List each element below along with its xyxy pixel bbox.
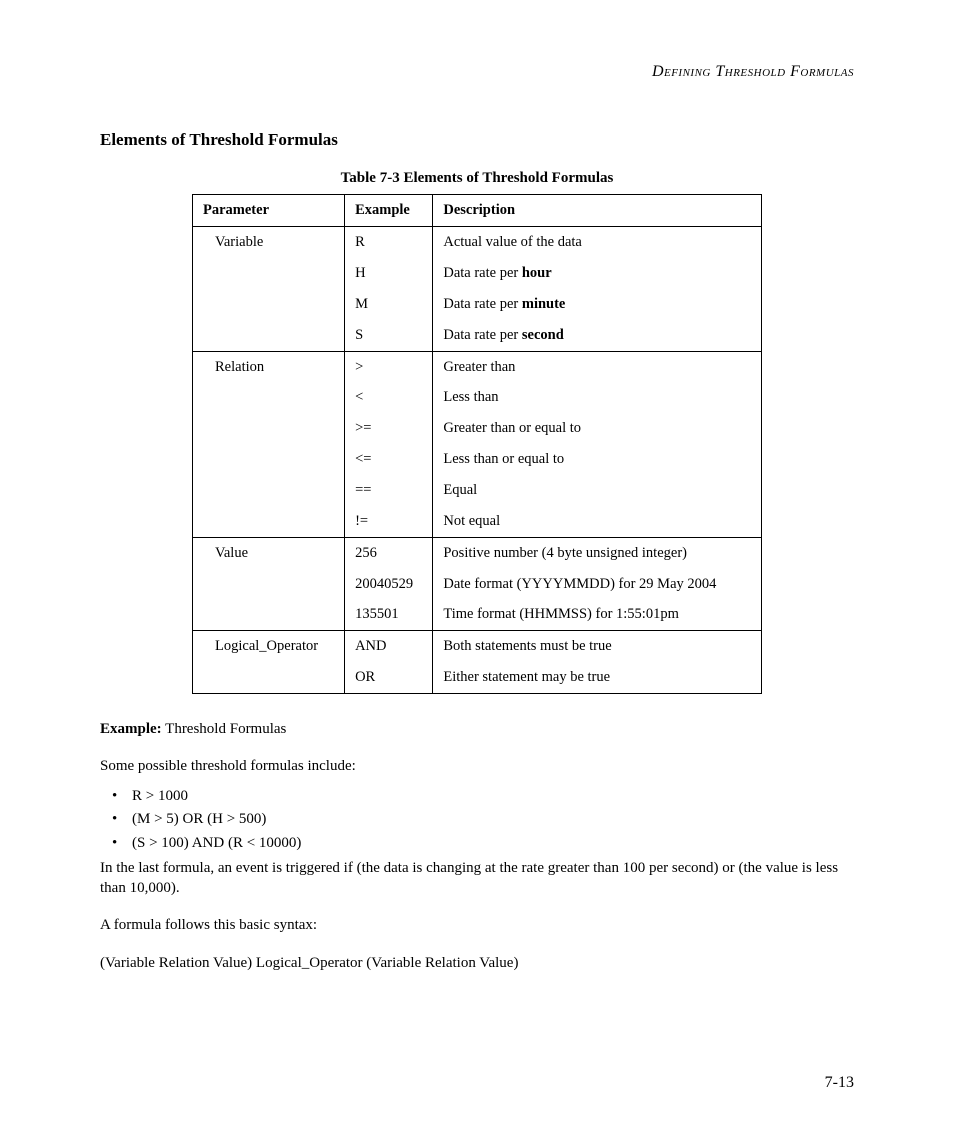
example-cell: ANDOR: [345, 631, 433, 694]
parameter-cell: Value: [193, 537, 345, 631]
running-header: Defining Threshold Formulas: [100, 62, 854, 83]
table-row: Value25620040529135501Positive number (4…: [193, 537, 762, 631]
syntax-line: (Variable Relation Value) Logical_Operat…: [100, 954, 854, 974]
table-header-row: Parameter Example Description: [193, 195, 762, 227]
formulas-intro: Some possible threshold formulas include…: [100, 757, 854, 777]
example-value: >=: [355, 413, 422, 444]
list-item: R > 1000: [132, 785, 854, 809]
syntax-intro: A formula follows this basic syntax:: [100, 916, 854, 936]
example-value: S: [355, 320, 422, 345]
list-item: (S > 100) AND (R < 10000): [132, 832, 854, 856]
formulas-list: R > 1000(M > 5) OR (H > 500)(S > 100) AN…: [100, 785, 854, 856]
description-value: Date format (YYYYMMDD) for 29 May 2004: [443, 569, 751, 600]
col-header-description: Description: [433, 195, 762, 227]
example-cell: RHMS: [345, 227, 433, 351]
description-value: Less than or equal to: [443, 444, 751, 475]
parameter-cell: Relation: [193, 351, 345, 537]
formula-explanation: In the last formula, an event is trigger…: [100, 859, 854, 898]
description-value: Data rate per second: [443, 320, 751, 345]
table-row: Relation><>=<===!=Greater thanLess thanG…: [193, 351, 762, 537]
description-value: Either statement may be true: [443, 662, 751, 687]
description-value: Greater than: [443, 358, 751, 383]
example-value: <=: [355, 444, 422, 475]
description-cell: Positive number (4 byte unsigned integer…: [433, 537, 762, 631]
threshold-elements-table: Parameter Example Description VariableRH…: [192, 194, 762, 694]
description-value: Less than: [443, 382, 751, 413]
example-cell: 25620040529135501: [345, 537, 433, 631]
example-title: Threshold Formulas: [162, 721, 287, 737]
page-number: 7-13: [100, 1073, 854, 1094]
example-value: 20040529: [355, 569, 422, 600]
list-item: (M > 5) OR (H > 500): [132, 808, 854, 832]
example-label: Example:: [100, 721, 162, 737]
description-value: Data rate per minute: [443, 289, 751, 320]
description-value: Data rate per hour: [443, 258, 751, 289]
description-value: Time format (HHMMSS) for 1:55:01pm: [443, 599, 751, 624]
description-value: Equal: [443, 475, 751, 506]
parameter-cell: Logical_Operator: [193, 631, 345, 694]
description-value: Greater than or equal to: [443, 413, 751, 444]
example-cell: ><>=<===!=: [345, 351, 433, 537]
description-value: Both statements must be true: [443, 637, 751, 662]
description-value: Positive number (4 byte unsigned integer…: [443, 544, 751, 569]
example-heading: Example: Threshold Formulas: [100, 720, 854, 740]
description-value: Actual value of the data: [443, 233, 751, 258]
table-row: VariableRHMSActual value of the dataData…: [193, 227, 762, 351]
table-caption: Table 7-3 Elements of Threshold Formulas: [100, 169, 854, 189]
description-cell: Actual value of the dataData rate per ho…: [433, 227, 762, 351]
example-value: 135501: [355, 599, 422, 624]
col-header-parameter: Parameter: [193, 195, 345, 227]
description-value: Not equal: [443, 506, 751, 531]
parameter-cell: Variable: [193, 227, 345, 351]
example-value: 256: [355, 544, 422, 569]
example-value: H: [355, 258, 422, 289]
table-row: Logical_OperatorANDORBoth statements mus…: [193, 631, 762, 694]
example-value: OR: [355, 662, 422, 687]
section-title: Elements of Threshold Formulas: [100, 129, 854, 151]
example-value: !=: [355, 506, 422, 531]
description-cell: Greater thanLess thanGreater than or equ…: [433, 351, 762, 537]
col-header-example: Example: [345, 195, 433, 227]
example-value: AND: [355, 637, 422, 662]
example-value: <: [355, 382, 422, 413]
example-value: R: [355, 233, 422, 258]
description-cell: Both statements must be trueEither state…: [433, 631, 762, 694]
example-value: M: [355, 289, 422, 320]
example-value: >: [355, 358, 422, 383]
example-value: ==: [355, 475, 422, 506]
